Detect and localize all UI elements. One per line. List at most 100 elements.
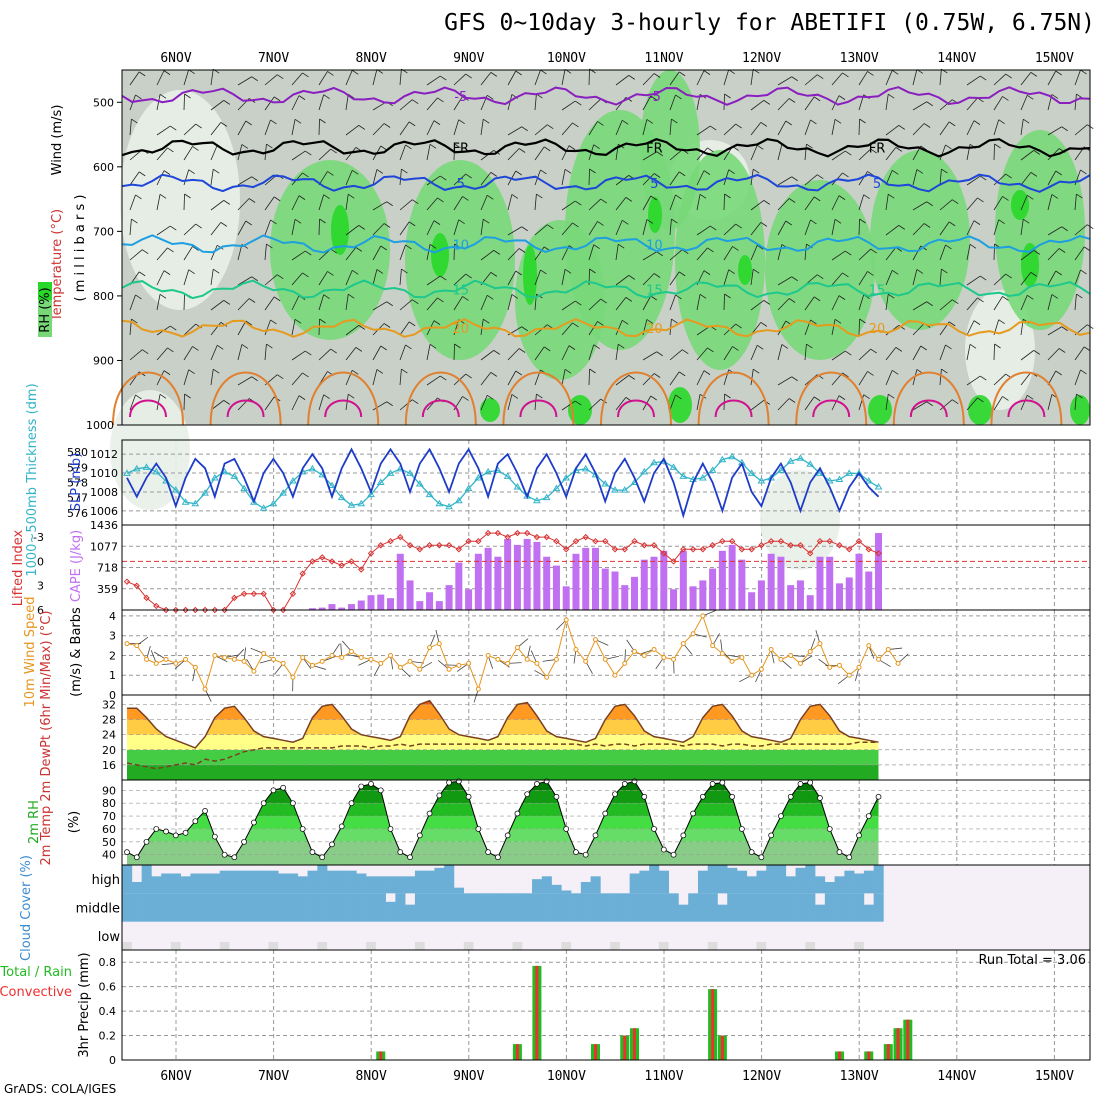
wind-barb-flag bbox=[763, 100, 771, 105]
wind-barb-flag bbox=[327, 71, 334, 76]
rh-point bbox=[660, 846, 667, 853]
wind-barb bbox=[966, 220, 975, 236]
x-tick-label-bottom: 11NOV bbox=[644, 1069, 683, 1084]
wind-barb-flag bbox=[671, 318, 678, 324]
wind-barb bbox=[1020, 195, 1028, 211]
cloud-gap bbox=[561, 942, 572, 950]
wind-barb-flag bbox=[1080, 369, 1087, 375]
wind-barb bbox=[480, 219, 484, 236]
wind-barb-flag bbox=[408, 321, 416, 327]
wind-barb bbox=[885, 70, 893, 86]
wind-barb bbox=[237, 244, 243, 261]
thickness-point bbox=[386, 469, 395, 476]
wind-barb bbox=[561, 400, 576, 411]
wind-barb bbox=[723, 346, 733, 361]
wind-barb bbox=[615, 197, 627, 211]
cape-tick-label: 1077 bbox=[90, 540, 118, 553]
lifted-index-point bbox=[611, 546, 619, 553]
cloud-bar-middle bbox=[649, 893, 660, 922]
rh-point bbox=[280, 784, 287, 791]
wind-barb-flag bbox=[945, 344, 952, 350]
rh-shading bbox=[120, 90, 240, 310]
wind-barb-flag bbox=[515, 70, 522, 76]
rh-point bbox=[260, 800, 267, 807]
wind-speed-point bbox=[475, 686, 481, 692]
wind-barb bbox=[210, 145, 218, 161]
wind-barb bbox=[750, 269, 754, 286]
wind-barb-flag bbox=[735, 323, 742, 329]
cape-bar bbox=[689, 586, 697, 610]
wind-barb bbox=[858, 118, 860, 136]
wind-barb bbox=[831, 219, 836, 236]
rh-point bbox=[348, 800, 355, 807]
wind-barb bbox=[885, 294, 889, 311]
wind-speed-point bbox=[251, 668, 257, 674]
rh-point bbox=[699, 793, 706, 800]
thickness-line bbox=[126, 455, 879, 510]
wind-barb bbox=[480, 195, 488, 211]
rh-point bbox=[602, 810, 609, 817]
cloud-bar-middle bbox=[346, 893, 357, 922]
lifted-index-point bbox=[543, 533, 550, 541]
cloud-bar-middle bbox=[639, 893, 650, 922]
rh-point bbox=[865, 813, 872, 819]
rh-point bbox=[495, 854, 501, 861]
wind-barb bbox=[183, 169, 190, 186]
wind-barb bbox=[696, 125, 711, 136]
wind-barb bbox=[453, 343, 455, 361]
pressure-axis-label: ( m i l l i b a r s ) bbox=[73, 195, 88, 302]
wind-barb-flag bbox=[241, 344, 249, 349]
cloud-bar-high bbox=[834, 876, 845, 894]
wind-barb bbox=[642, 295, 652, 311]
thickness-point bbox=[181, 498, 190, 505]
cloud-bar-middle bbox=[483, 893, 494, 922]
wind-barb-flag bbox=[564, 268, 572, 274]
wind-barb-flag bbox=[135, 194, 142, 200]
wind-barb bbox=[507, 348, 520, 361]
wind-barb bbox=[129, 394, 136, 411]
cloud-bar-high bbox=[239, 870, 250, 894]
cloud-bar-middle bbox=[561, 893, 572, 922]
rh-point bbox=[377, 787, 384, 794]
cloud-bar-high bbox=[795, 867, 806, 894]
rh-point bbox=[124, 849, 130, 855]
wind-barb bbox=[804, 396, 815, 411]
wind-barb bbox=[750, 400, 765, 411]
cloud-bar-middle bbox=[356, 893, 367, 922]
precip-convective-bar bbox=[896, 1028, 900, 1060]
cape-bar bbox=[416, 601, 424, 610]
wind-speed-line bbox=[126, 614, 899, 691]
cloud-bar-middle bbox=[219, 893, 230, 922]
wind-barb bbox=[1020, 95, 1028, 111]
thickness-point bbox=[611, 486, 619, 493]
cape-bar bbox=[718, 550, 726, 610]
wind-barb bbox=[399, 99, 413, 111]
wind-barb-flag bbox=[220, 122, 228, 127]
wind-barb bbox=[912, 69, 918, 86]
wind-barb bbox=[912, 223, 925, 236]
wind-barb-flag bbox=[575, 400, 582, 406]
slp-tick-label: 1012 bbox=[90, 448, 118, 461]
wind-barb bbox=[669, 371, 680, 386]
wind-barb bbox=[507, 148, 520, 161]
rh-point bbox=[651, 826, 657, 832]
wind-barb bbox=[561, 322, 573, 336]
wind-barb-flag bbox=[1002, 296, 1009, 301]
wind-barb bbox=[588, 344, 595, 361]
wind-barb bbox=[399, 269, 402, 286]
cape-bar bbox=[660, 550, 668, 610]
isotherm-25-loop bbox=[307, 371, 380, 426]
isotherm-30-loop bbox=[421, 399, 460, 418]
cloud-bar-high bbox=[151, 876, 162, 894]
wind-speed-point bbox=[719, 650, 725, 656]
cloud-gap bbox=[658, 942, 669, 950]
wind-barb bbox=[156, 247, 168, 261]
wind-barb bbox=[291, 295, 300, 311]
wind-barb bbox=[507, 126, 522, 136]
cloud-bar-high bbox=[268, 870, 279, 894]
wind-barb-flag bbox=[330, 348, 337, 354]
lifted-index-point bbox=[562, 546, 570, 553]
cape-bar bbox=[777, 556, 785, 610]
wind-barb bbox=[777, 220, 787, 236]
thickness-point bbox=[679, 472, 688, 479]
